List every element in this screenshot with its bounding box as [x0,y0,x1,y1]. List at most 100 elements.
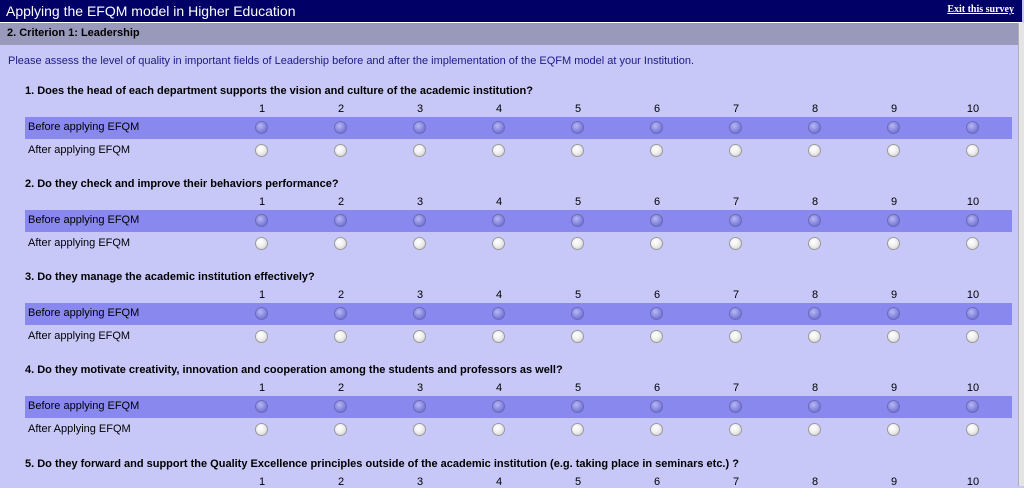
before-rating-radio[interactable] [492,400,505,413]
before-rating-radio[interactable] [255,307,268,320]
scale-label: 7 [732,289,740,301]
scale-label: 10 [966,382,980,394]
scale-label: 6 [653,289,661,301]
before-rating-radio[interactable] [650,400,663,413]
scale-label: 9 [890,196,898,208]
before-rating-radio[interactable] [729,214,742,227]
after-rating-radio[interactable] [413,144,426,157]
before-applying-row: Before applying EFQM [25,303,1012,325]
after-rating-radio[interactable] [413,423,426,436]
before-rating-radio[interactable] [729,121,742,134]
after-rating-radio[interactable] [413,237,426,250]
after-rating-radio[interactable] [729,330,742,343]
after-rating-radio[interactable] [966,423,979,436]
after-rating-radio[interactable] [650,330,663,343]
scale-label: 9 [890,289,898,301]
before-rating-radio[interactable] [650,121,663,134]
scale-label: 2 [337,382,345,394]
after-rating-radio[interactable] [334,330,347,343]
after-rating-radio[interactable] [729,237,742,250]
after-rating-radio[interactable] [966,330,979,343]
before-rating-radio[interactable] [808,400,821,413]
after-rating-radio[interactable] [255,330,268,343]
exit-survey-link[interactable]: Exit this survey [947,4,1014,15]
before-rating-radio[interactable] [650,214,663,227]
after-rating-radio[interactable] [571,144,584,157]
before-rating-radio[interactable] [650,307,663,320]
after-rating-radio[interactable] [966,237,979,250]
after-rating-radio[interactable] [492,237,505,250]
section-header: 2. Criterion 1: Leadership [0,23,1018,45]
after-rating-radio[interactable] [808,237,821,250]
before-rating-radio[interactable] [413,307,426,320]
before-rating-radio[interactable] [887,307,900,320]
before-rating-radio[interactable] [413,400,426,413]
before-rating-radio[interactable] [966,400,979,413]
before-rating-radio[interactable] [808,307,821,320]
scale-label: 7 [732,476,740,488]
after-rating-radio[interactable] [334,237,347,250]
scale-label: 2 [337,196,345,208]
scale-label: 10 [966,103,980,115]
before-rating-radio[interactable] [255,214,268,227]
before-rating-radio[interactable] [571,400,584,413]
before-rating-radio[interactable] [334,121,347,134]
before-rating-radio[interactable] [571,121,584,134]
after-rating-radio[interactable] [650,423,663,436]
before-rating-radio[interactable] [413,214,426,227]
before-rating-radio[interactable] [966,121,979,134]
before-rating-radio[interactable] [887,400,900,413]
after-rating-radio[interactable] [334,423,347,436]
after-rating-radio[interactable] [492,423,505,436]
after-rating-radio[interactable] [571,237,584,250]
after-rating-radio[interactable] [887,237,900,250]
after-rating-radio[interactable] [729,144,742,157]
before-rating-radio[interactable] [255,121,268,134]
before-rating-radio[interactable] [571,214,584,227]
after-rating-radio[interactable] [808,144,821,157]
after-rating-radio[interactable] [571,330,584,343]
before-rating-radio[interactable] [729,307,742,320]
after-rating-radio[interactable] [650,237,663,250]
after-rating-radio[interactable] [255,423,268,436]
before-rating-radio[interactable] [413,121,426,134]
before-rating-radio[interactable] [808,214,821,227]
scale-label: 5 [574,103,582,115]
scale-label: 3 [416,476,424,488]
before-rating-radio[interactable] [966,214,979,227]
after-rating-radio[interactable] [808,330,821,343]
scale-label: 2 [337,476,345,488]
before-rating-radio[interactable] [255,400,268,413]
after-rating-radio[interactable] [255,144,268,157]
after-rating-radio[interactable] [887,330,900,343]
after-rating-radio[interactable] [413,330,426,343]
before-rating-radio[interactable] [887,214,900,227]
before-rating-radio[interactable] [492,121,505,134]
after-rating-radio[interactable] [887,144,900,157]
before-rating-radio[interactable] [571,307,584,320]
after-rating-radio[interactable] [571,423,584,436]
scrollbar[interactable] [1018,23,1024,486]
after-rating-radio[interactable] [492,330,505,343]
before-applying-row: Before applying EFQM [25,396,1012,418]
after-rating-radio[interactable] [729,423,742,436]
after-rating-radio[interactable] [492,144,505,157]
after-rating-radio[interactable] [966,144,979,157]
after-rating-radio[interactable] [255,237,268,250]
after-rating-radio[interactable] [650,144,663,157]
before-rating-radio[interactable] [729,400,742,413]
before-rating-radio[interactable] [492,307,505,320]
scale-label: 6 [653,196,661,208]
before-rating-radio[interactable] [492,214,505,227]
before-rating-radio[interactable] [334,307,347,320]
after-rating-radio[interactable] [334,144,347,157]
after-rating-radio[interactable] [887,423,900,436]
question-text: 3. Do they manage the academic instituti… [25,271,315,283]
scale-label: 4 [495,196,503,208]
before-rating-radio[interactable] [808,121,821,134]
after-rating-radio[interactable] [808,423,821,436]
before-rating-radio[interactable] [334,400,347,413]
before-rating-radio[interactable] [334,214,347,227]
before-rating-radio[interactable] [887,121,900,134]
before-rating-radio[interactable] [966,307,979,320]
